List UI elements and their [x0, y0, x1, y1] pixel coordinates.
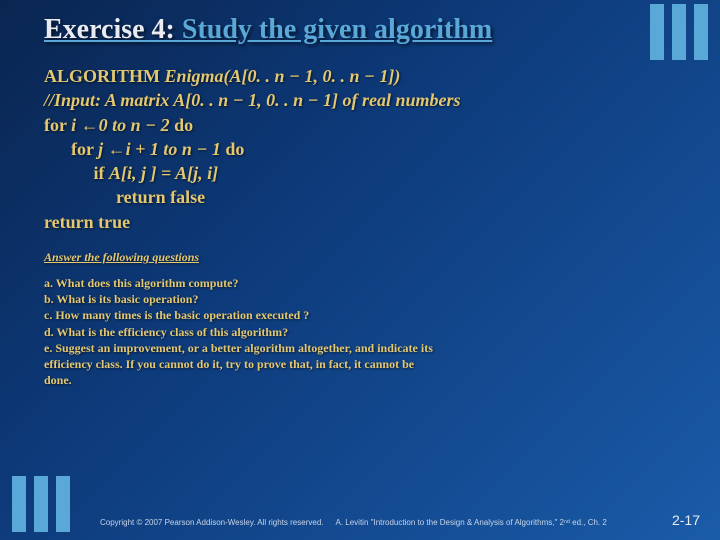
slide-content: Exercise 4: Study the given algorithm AL… — [44, 14, 684, 388]
question-b: b. What is its basic operation? — [44, 291, 684, 307]
algorithm-block: ALGORITHM Enigma(A[0. . n − 1, 0. . n − … — [44, 64, 684, 234]
slide-footer: Copyright © 2007 Pearson Addison-Wesley.… — [100, 512, 700, 528]
question-a: a. What does this algorithm compute? — [44, 275, 684, 291]
question-d: d. What is the efficiency class of this … — [44, 324, 684, 340]
algo-line-2: //Input: A matrix A[0. . n − 1, 0. . n −… — [44, 88, 684, 112]
title-main: Study the given algorithm — [182, 14, 492, 45]
algo-line-6: return false — [44, 185, 684, 209]
footer-copyright: Copyright © 2007 Pearson Addison-Wesley.… — [100, 518, 324, 527]
question-e-1: e. Suggest an improvement, or a better a… — [44, 340, 684, 356]
slide-title: Exercise 4: Study the given algorithm — [44, 14, 684, 46]
question-e-3: done. — [44, 372, 684, 388]
questions-heading: Answer the following questions — [44, 250, 684, 265]
footer-page: 2-17 — [672, 512, 700, 528]
question-c: c. How many times is the basic operation… — [44, 307, 684, 323]
algo-line-1: ALGORITHM Enigma(A[0. . n − 1, 0. . n − … — [44, 64, 684, 88]
footer-citation: A. Levitin "Introduction to the Design &… — [336, 518, 672, 527]
decoration-bars-bottom — [12, 476, 70, 532]
algo-line-4: for j ←i + 1 to n − 1 do — [44, 137, 684, 161]
title-prefix: Exercise 4: — [44, 14, 182, 45]
algo-line-7: return true — [44, 210, 684, 234]
algo-line-5: if A[i, j ] = A[j, i] — [44, 161, 684, 185]
algo-line-3: for i ←0 to n − 2 do — [44, 113, 684, 137]
question-e-2: efficiency class. If you cannot do it, t… — [44, 356, 684, 372]
questions-block: a. What does this algorithm compute? b. … — [44, 275, 684, 388]
